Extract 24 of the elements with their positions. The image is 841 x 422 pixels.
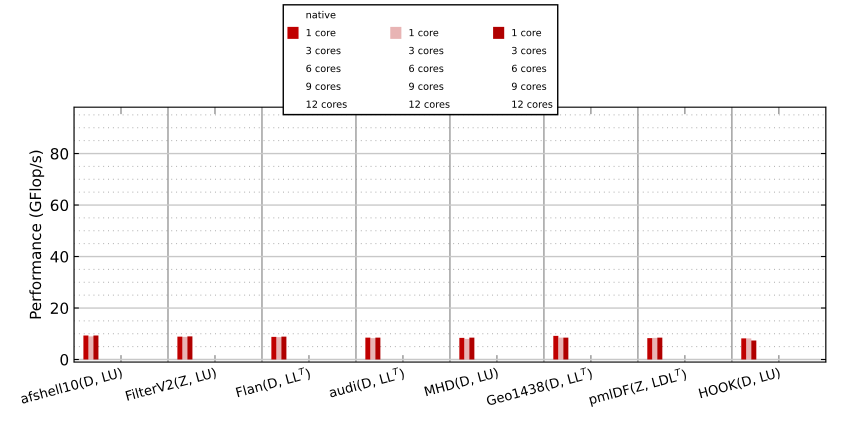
y-axis-title: Performance (GFlop/s) (29, 150, 44, 318)
text: 3 cores (306, 46, 341, 54)
x-tick-label: audi(D, LL$^{T}$) (328, 366, 406, 400)
text: 6 cores (512, 64, 546, 72)
text: 6 cores (409, 64, 444, 72)
text: 9 cores (409, 82, 444, 90)
y-tick-label: 40 (50, 250, 68, 263)
text: 6 cores (306, 64, 341, 72)
legend-label: 1 core (512, 29, 542, 36)
text: native (306, 10, 336, 18)
text: 9 cores (512, 82, 546, 90)
y-tick-label: 60 (50, 199, 68, 212)
y-tick-label: 80 (50, 148, 68, 160)
text: 9 cores (306, 82, 341, 90)
legend-label: 1 core (410, 29, 438, 36)
text: 3 cores (512, 46, 546, 54)
y-tick-label: 20 (50, 302, 68, 314)
annotation: 12 cores (410, 100, 450, 108)
y-tick-label: 0 (60, 354, 68, 366)
legend-label: 1 core (306, 29, 336, 36)
annotation: 12 cores (512, 100, 552, 108)
annotation: 12 cores (306, 100, 347, 108)
text: 3 cores (409, 46, 444, 54)
x-tick-label: Flan(D, LL$^{T}$) (235, 366, 312, 399)
